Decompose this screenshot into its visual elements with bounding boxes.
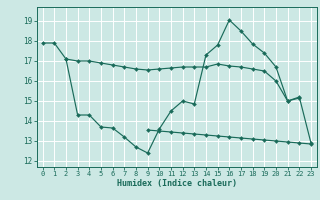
X-axis label: Humidex (Indice chaleur): Humidex (Indice chaleur) bbox=[117, 179, 237, 188]
